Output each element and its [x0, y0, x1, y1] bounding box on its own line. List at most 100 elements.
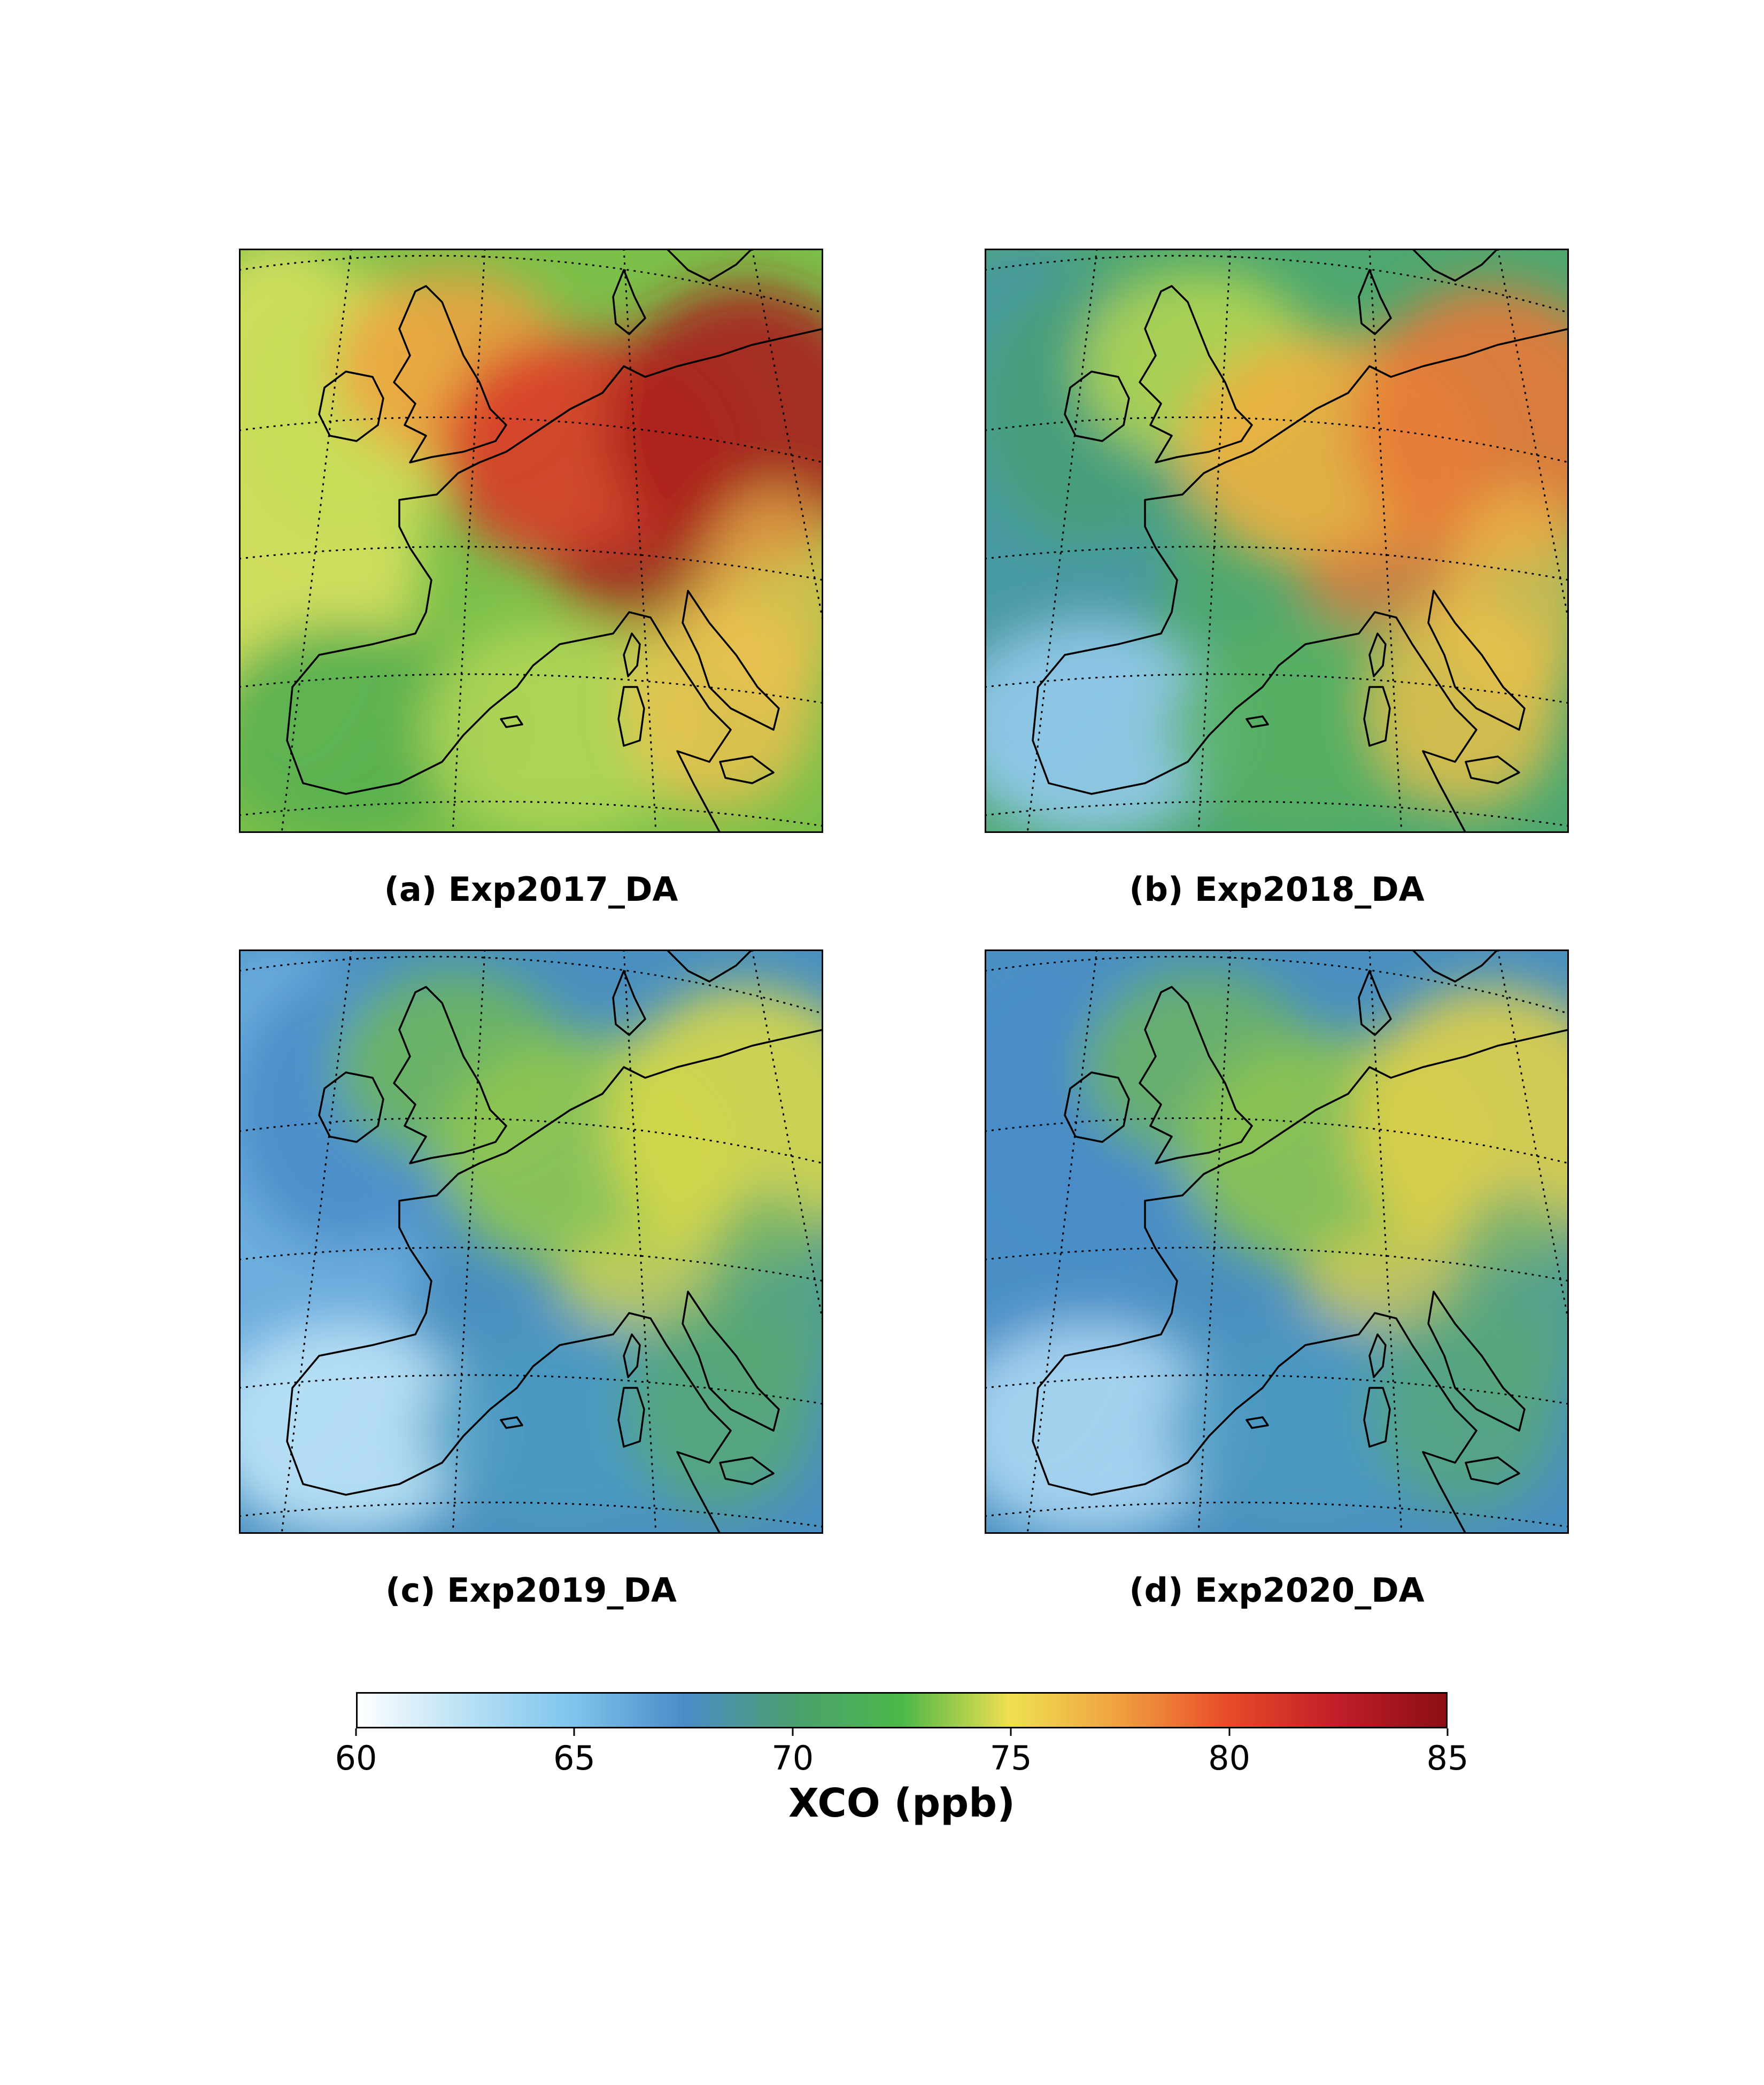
xco-field-patch	[1444, 489, 1569, 703]
coastline	[1064, 1071, 1130, 1143]
graticule-line	[239, 546, 823, 581]
graticule-line	[985, 800, 1569, 827]
graticule-line	[239, 1117, 823, 1164]
graticule-line	[239, 955, 823, 1015]
coastline	[617, 686, 645, 747]
xco-field-patch	[239, 1324, 485, 1534]
map-frame	[239, 249, 823, 833]
coastline	[617, 1387, 645, 1448]
colorbar-tick-mark	[1228, 1728, 1231, 1736]
graticule-line	[239, 254, 823, 314]
map-frame	[239, 949, 823, 1534]
coastline	[666, 949, 753, 983]
coastline	[1358, 970, 1392, 1036]
xco-field-patch	[699, 1190, 823, 1404]
graticule-line	[452, 249, 486, 833]
colorbar-tick-mark	[355, 1728, 357, 1736]
colorbar-tick-label: 60	[335, 1739, 377, 1778]
coastline	[682, 1291, 780, 1432]
graticule-line	[1026, 949, 1098, 1534]
coastlines	[1032, 949, 1569, 1534]
panel-caption-a: (a) Exp2017_DA	[384, 870, 678, 909]
panel-caption-d: (d) Exp2020_DA	[1129, 1571, 1425, 1610]
graticule-line	[1368, 249, 1403, 833]
graticule-line	[1497, 249, 1569, 623]
coastline	[1358, 269, 1392, 335]
panel-caption-b: (b) Exp2018_DA	[1129, 870, 1425, 909]
graticule-line	[1197, 949, 1232, 1534]
map-panel-c	[239, 949, 823, 1534]
colorbar	[356, 1692, 1448, 1728]
graticule-line	[985, 1247, 1569, 1282]
graticule-line	[452, 949, 486, 1534]
graticule-line	[751, 949, 823, 1324]
colorbar-label: XCO (ppb)	[788, 1780, 1015, 1826]
graticule-line	[239, 1501, 823, 1528]
colorbar-tick-mark	[792, 1728, 794, 1736]
colorbar-tick-label: 80	[1208, 1739, 1251, 1778]
xco-field-patch	[985, 1324, 1231, 1534]
coastline	[719, 755, 775, 784]
coastline	[1465, 1456, 1520, 1485]
graticule-line	[1497, 949, 1569, 1324]
graticule	[239, 949, 823, 1534]
colorbar-tick-mark	[1010, 1728, 1012, 1736]
graticule-line	[239, 800, 823, 827]
coastline	[286, 328, 823, 833]
graticule-line	[985, 1374, 1569, 1405]
coastline	[719, 1456, 775, 1485]
coastline	[666, 249, 753, 282]
colorbar-tick-label: 75	[989, 1739, 1032, 1778]
graticule	[239, 249, 823, 833]
coastline	[1363, 1387, 1391, 1448]
colorbar-tick-label: 70	[771, 1739, 814, 1778]
coastline	[393, 285, 507, 464]
graticule-line	[239, 1374, 823, 1405]
graticule-line	[623, 949, 657, 1534]
coastlines	[1032, 249, 1569, 833]
coastline	[500, 715, 523, 728]
coastline	[318, 370, 384, 442]
graticule-line	[985, 673, 1569, 704]
map-panel-d	[985, 949, 1569, 1534]
graticule-line	[985, 546, 1569, 581]
coastline	[1465, 755, 1520, 784]
coastlines	[286, 949, 823, 1534]
graticule-line	[623, 249, 657, 833]
colorbar-tick-label: 85	[1426, 1739, 1469, 1778]
colorbar-tick-mark	[573, 1728, 575, 1736]
coastline	[1427, 590, 1526, 731]
graticule-line	[1197, 249, 1232, 833]
coastline	[1245, 715, 1269, 728]
graticule-line	[239, 673, 823, 704]
coastline	[1032, 328, 1569, 833]
coastline	[286, 1029, 823, 1534]
coastline	[1139, 986, 1253, 1164]
coastline	[1411, 949, 1499, 983]
graticule-line	[1026, 249, 1098, 833]
coastline	[1139, 285, 1253, 464]
graticule-line	[985, 955, 1569, 1015]
xco-field-patch	[239, 623, 485, 833]
graticule-line	[751, 249, 823, 623]
panel-caption-c: (c) Exp2019_DA	[385, 1571, 677, 1610]
xco-field-patch	[985, 623, 1231, 833]
map-panel-b	[985, 249, 1569, 833]
coastlines	[286, 249, 823, 833]
map-panel-a	[239, 249, 823, 833]
coastline	[1245, 1416, 1269, 1429]
xco-map	[985, 249, 1569, 833]
xco-field-patch	[699, 489, 823, 703]
coastline	[500, 1416, 523, 1429]
coastline	[318, 1071, 384, 1143]
xco-field-patch	[1444, 1190, 1569, 1404]
coastline	[612, 970, 646, 1036]
graticule	[985, 249, 1569, 833]
coastline	[623, 632, 641, 677]
graticule-line	[1368, 949, 1403, 1534]
xco-map	[985, 949, 1569, 1534]
coastline	[393, 986, 507, 1164]
colorbar-tick-label: 65	[553, 1739, 595, 1778]
coastline	[1368, 632, 1387, 677]
coastline	[1032, 1029, 1569, 1534]
